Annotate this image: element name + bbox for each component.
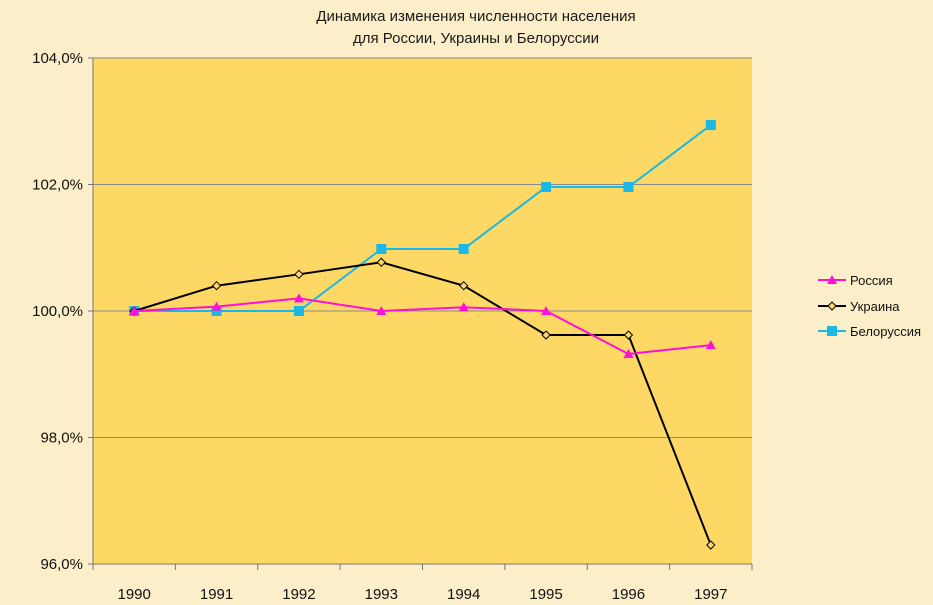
point-0-3 xyxy=(376,306,387,315)
legend-label-1: Украина xyxy=(850,299,900,314)
legend-label-0: Россия xyxy=(850,273,893,288)
y-tick-label-2: 100,0% xyxy=(32,303,83,320)
point-1-4 xyxy=(458,280,469,291)
point-1-6 xyxy=(623,330,634,340)
legend-label-2: Белоруссия xyxy=(850,324,921,339)
point-0-6 xyxy=(623,349,634,359)
legend-marker-2 xyxy=(827,326,837,336)
point-0-0 xyxy=(129,306,140,315)
series-0 xyxy=(129,293,716,359)
y-tick-label-3: 102,0% xyxy=(32,177,83,194)
point-0-1 xyxy=(211,301,222,311)
chart-title-line-2: для России, Украины и Белоруссии xyxy=(353,30,599,47)
x-tick-label-4: 1994 xyxy=(447,586,480,603)
point-2-7 xyxy=(705,120,716,131)
x-tick-label-3: 1993 xyxy=(365,586,398,603)
x-tick-label-6: 1996 xyxy=(612,586,645,603)
point-1-5 xyxy=(541,330,551,340)
point-2-2 xyxy=(293,306,304,316)
y-tick-label-1: 98,0% xyxy=(40,430,83,447)
y-tick-label-0: 96,0% xyxy=(40,556,83,573)
point-0-4 xyxy=(458,302,469,312)
series-line-1 xyxy=(133,261,712,546)
x-tick-label-5: 1995 xyxy=(529,586,562,603)
point-2-1 xyxy=(211,306,222,316)
point-0-5 xyxy=(541,306,552,315)
x-tick-label-7: 1997 xyxy=(694,586,727,603)
series-line-0 xyxy=(134,297,711,356)
point-2-5 xyxy=(541,182,552,193)
y-axis-ticks: 96,0% 98,0% 100,0% 102,0% 104,0% xyxy=(32,50,93,573)
x-tick-label-1: 1991 xyxy=(200,586,233,603)
x-tick-label-0: 1990 xyxy=(118,586,151,603)
point-2-3 xyxy=(376,244,387,255)
legend-marker-1 xyxy=(827,301,837,311)
legend-marker-0 xyxy=(827,275,837,284)
point-1-3 xyxy=(376,257,387,268)
x-axis-ticks: 1990 1991 1992 1993 1994 1995 1996 1997 xyxy=(92,564,753,603)
series-line-2 xyxy=(134,124,712,312)
point-0-7 xyxy=(705,340,716,350)
x-tick-label-2: 1992 xyxy=(282,586,315,603)
point-1-7 xyxy=(706,540,716,550)
chart-title-line-1: Динамика изменения численности населения xyxy=(316,8,635,25)
y-tick-label-4: 104,0% xyxy=(32,50,83,67)
point-2-4 xyxy=(458,244,469,255)
point-0-2 xyxy=(293,293,304,303)
point-1-1 xyxy=(211,280,222,291)
legend: Россия Украина Белоруссия xyxy=(818,273,921,339)
point-2-6 xyxy=(623,182,634,193)
series-group xyxy=(129,120,716,550)
point-1-2 xyxy=(294,269,304,280)
